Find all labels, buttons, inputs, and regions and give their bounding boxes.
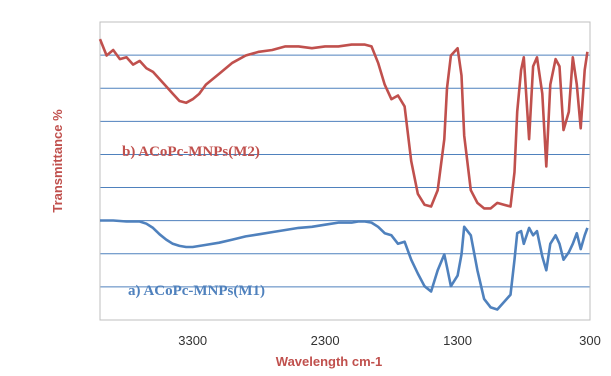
gridlines [100,54,590,288]
y-axis-label: Transmittance % [50,109,65,213]
x-axis-ticks: 3300 2300 1300 300 [178,333,601,348]
plot-frame [99,21,591,321]
x-tick-label: 3300 [178,333,207,348]
series-label-m1: a) ACoPc-MNPs(M1) [128,283,265,299]
series-line-m2 [98,38,589,210]
x-axis-label: Wavelength cm-1 [276,354,382,369]
series-layer: b) ACoPc-MNPs(M2) a) ACoPc-MNPs(M1) [98,38,589,311]
x-tick-label: 2300 [311,333,340,348]
x-tick-label: 1300 [443,333,472,348]
x-tick-label: 300 [579,333,601,348]
series-label-m2: b) ACoPc-MNPs(M2) [122,144,260,160]
series-line-m1 [100,219,589,311]
